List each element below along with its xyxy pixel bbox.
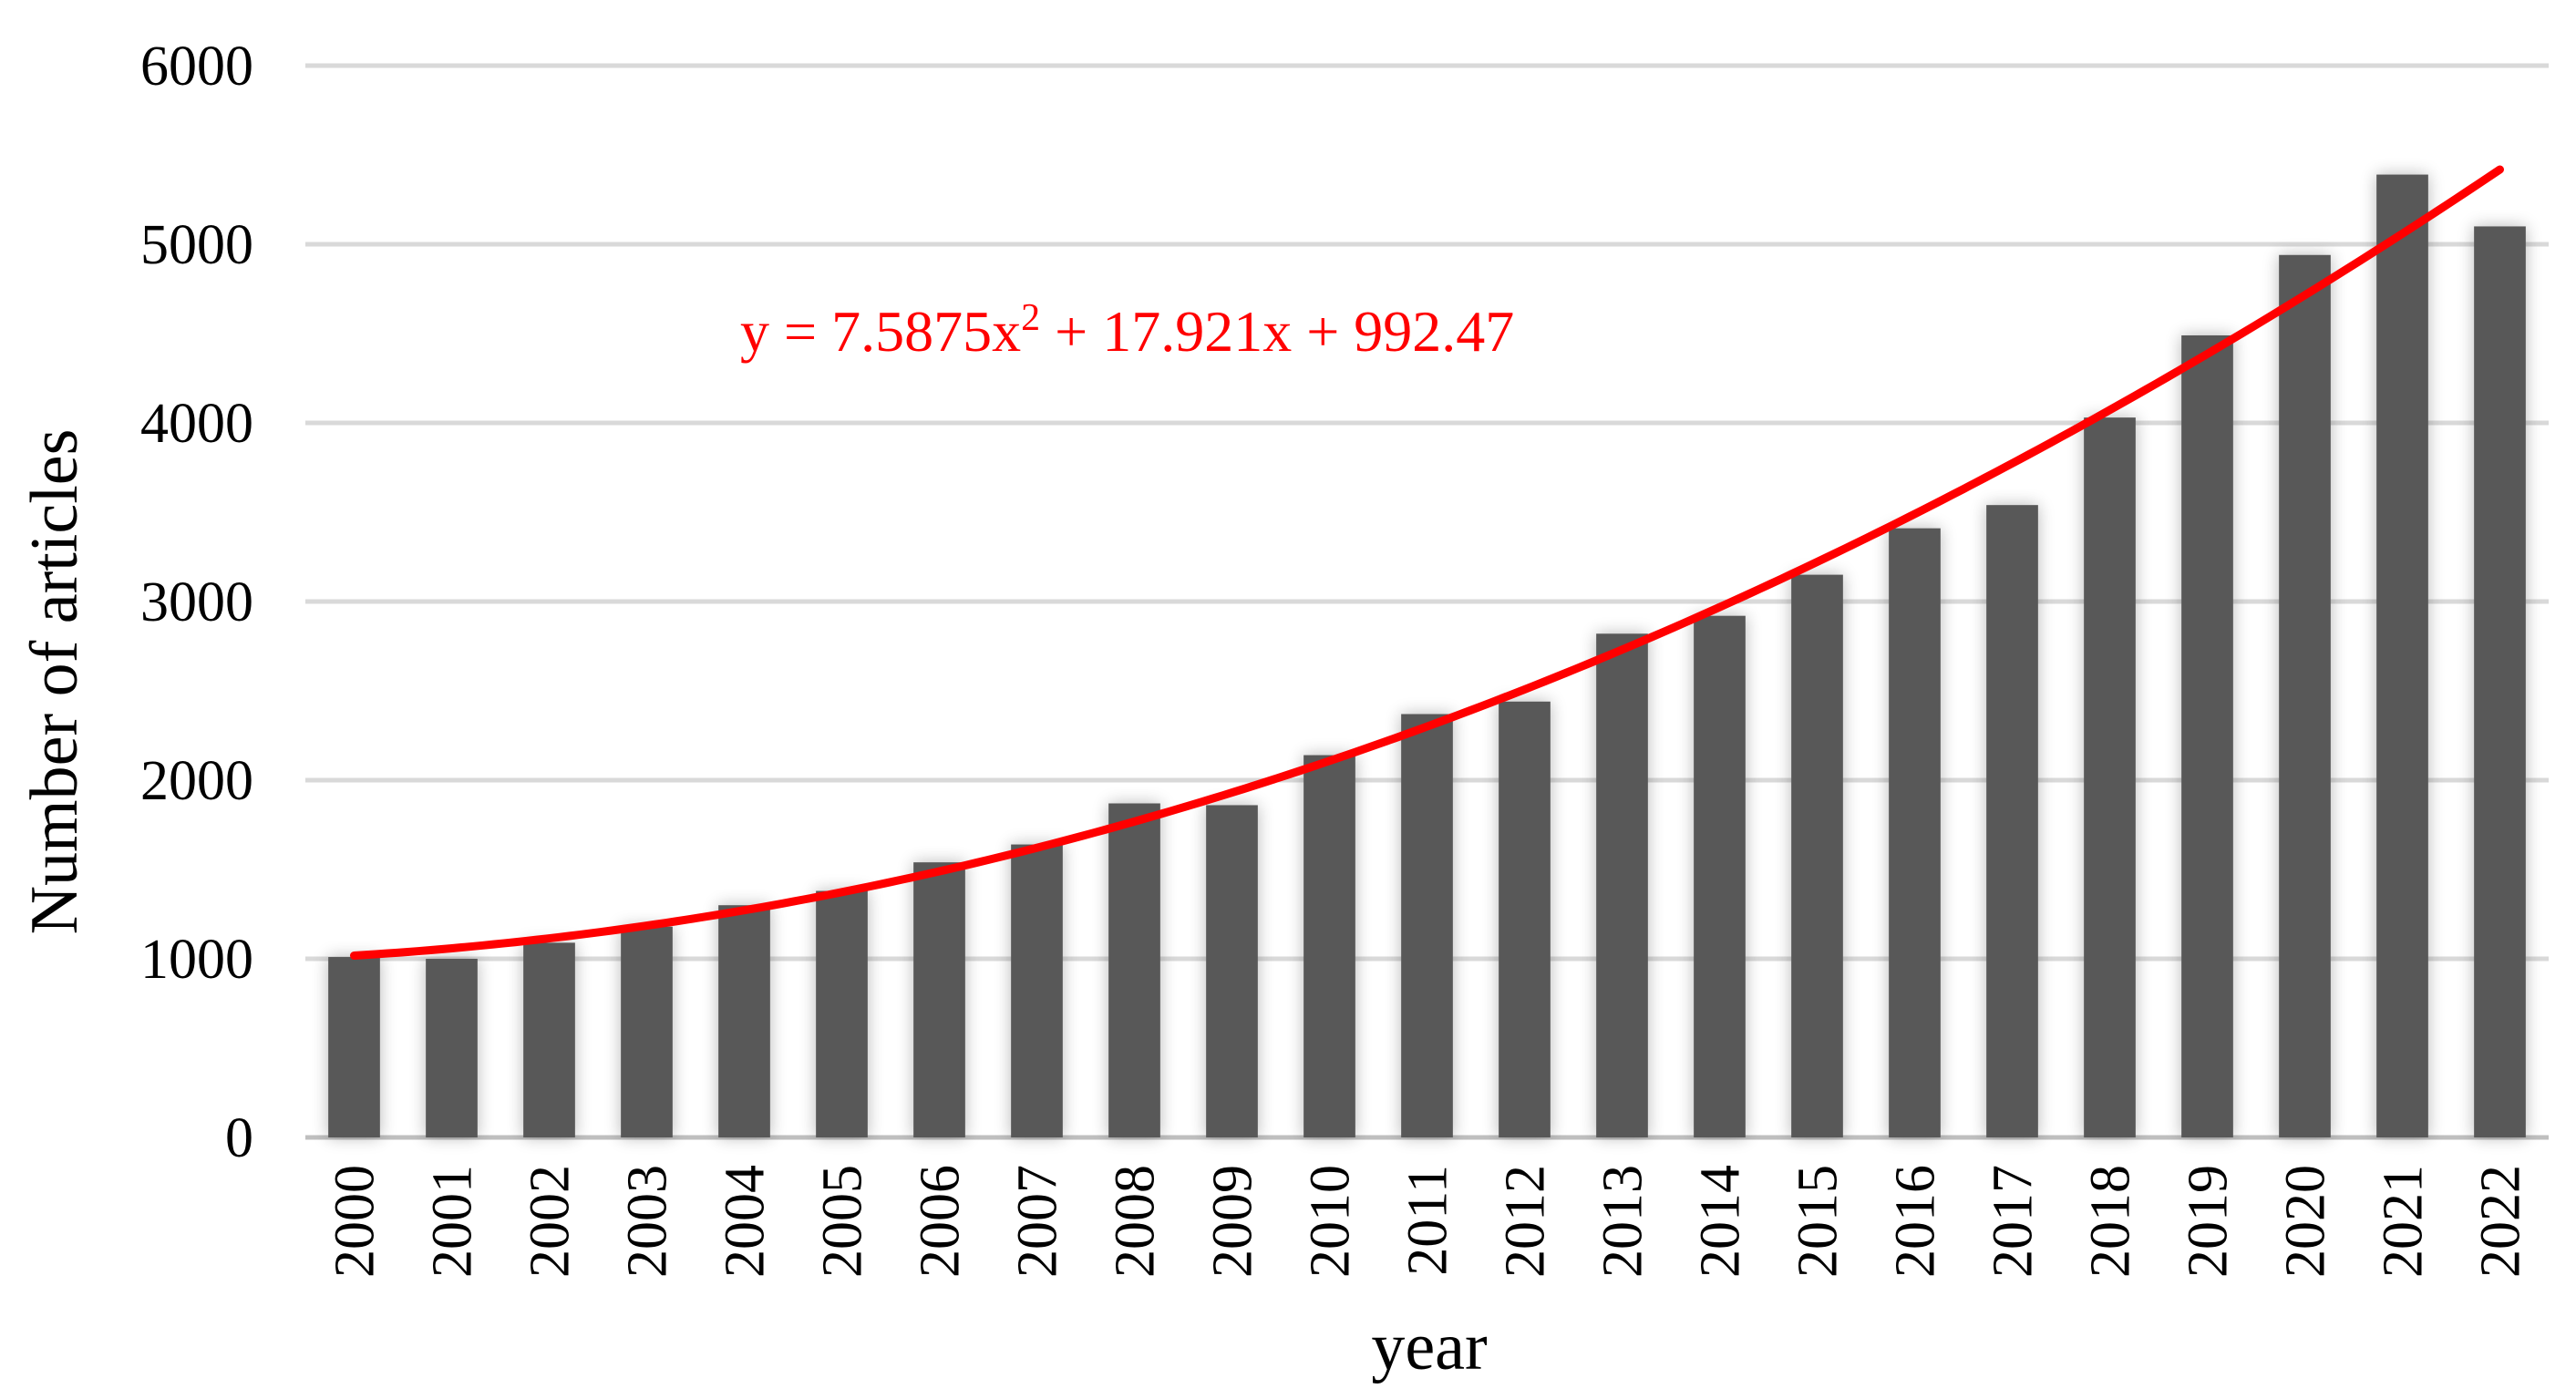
x-tick-label: 2006 bbox=[910, 1165, 972, 1278]
bar bbox=[426, 959, 478, 1137]
x-tick-label: 2010 bbox=[1300, 1165, 1362, 1278]
bar bbox=[2474, 226, 2526, 1137]
trendline-equation: y = 7.5875x2 + 17.921x + 992.47 bbox=[740, 297, 1514, 364]
bar bbox=[1401, 714, 1453, 1137]
trendline bbox=[350, 165, 2504, 960]
x-tick-label: 2018 bbox=[2080, 1165, 2142, 1278]
bar bbox=[2084, 417, 2136, 1137]
x-tick-label: 2020 bbox=[2275, 1165, 2337, 1278]
bar bbox=[2279, 254, 2331, 1137]
y-tick-label: 4000 bbox=[140, 393, 253, 455]
bar bbox=[1986, 505, 2038, 1137]
x-tick-label: 2021 bbox=[2373, 1165, 2435, 1278]
x-tick-label: 2008 bbox=[1105, 1165, 1167, 1278]
x-tick-label: 2022 bbox=[2470, 1165, 2532, 1278]
x-tick-label: 2013 bbox=[1592, 1165, 1654, 1278]
bar bbox=[913, 862, 965, 1137]
x-axis-title: year bbox=[1371, 1310, 1487, 1384]
bar bbox=[621, 926, 673, 1137]
x-tick-label: 2019 bbox=[2178, 1165, 2240, 1278]
y-tick-label: 1000 bbox=[140, 929, 253, 991]
bar bbox=[2181, 334, 2233, 1138]
bar bbox=[523, 942, 575, 1137]
x-tick-label: 2017 bbox=[1983, 1165, 2045, 1278]
trendline-group bbox=[350, 165, 2504, 960]
x-tick-label: 2007 bbox=[1007, 1165, 1069, 1278]
x-tick-label: 2001 bbox=[422, 1165, 484, 1278]
x-tick-label: 2015 bbox=[1788, 1165, 1850, 1278]
y-tick-label: 5000 bbox=[140, 214, 253, 276]
x-tick-label: 2012 bbox=[1495, 1165, 1557, 1278]
bar bbox=[328, 957, 380, 1137]
bar bbox=[1694, 615, 1746, 1137]
x-tick-labels: 2000 2001 2002 2003 2004 2005 2006 2007 2008 2009… bbox=[325, 1165, 2532, 1278]
bar bbox=[1791, 574, 1843, 1137]
x-tick-label: 2003 bbox=[617, 1165, 679, 1278]
x-tick-label: 2002 bbox=[520, 1165, 582, 1278]
y-tick-label: 3000 bbox=[140, 571, 253, 633]
bar bbox=[1108, 803, 1160, 1137]
y-tick-label: 2000 bbox=[140, 750, 253, 812]
bar bbox=[1889, 528, 1941, 1137]
x-tick-label: 2000 bbox=[325, 1165, 386, 1278]
bar bbox=[1499, 701, 1551, 1137]
y-tick-label: 0 bbox=[225, 1107, 253, 1169]
bar bbox=[2376, 174, 2428, 1137]
y-tick-labels: 0 1000 2000 3000 4000 5000 6000 bbox=[140, 36, 253, 1169]
bar bbox=[1206, 805, 1258, 1137]
x-tick-label: 2014 bbox=[1690, 1165, 1752, 1278]
bar bbox=[1303, 755, 1355, 1137]
bar bbox=[816, 890, 868, 1137]
x-tick-label: 2011 bbox=[1397, 1165, 1459, 1276]
y-tick-label: 6000 bbox=[140, 36, 253, 98]
y-axis-title: Number of articles bbox=[17, 429, 92, 935]
x-tick-label: 2016 bbox=[1885, 1165, 1947, 1278]
x-tick-label: 2004 bbox=[715, 1165, 777, 1278]
bar bbox=[1596, 633, 1648, 1137]
bar bbox=[1011, 844, 1063, 1137]
x-tick-label: 2005 bbox=[812, 1165, 874, 1278]
bar bbox=[718, 905, 770, 1137]
bars bbox=[328, 174, 2526, 1138]
x-tick-label: 2009 bbox=[1202, 1165, 1264, 1278]
